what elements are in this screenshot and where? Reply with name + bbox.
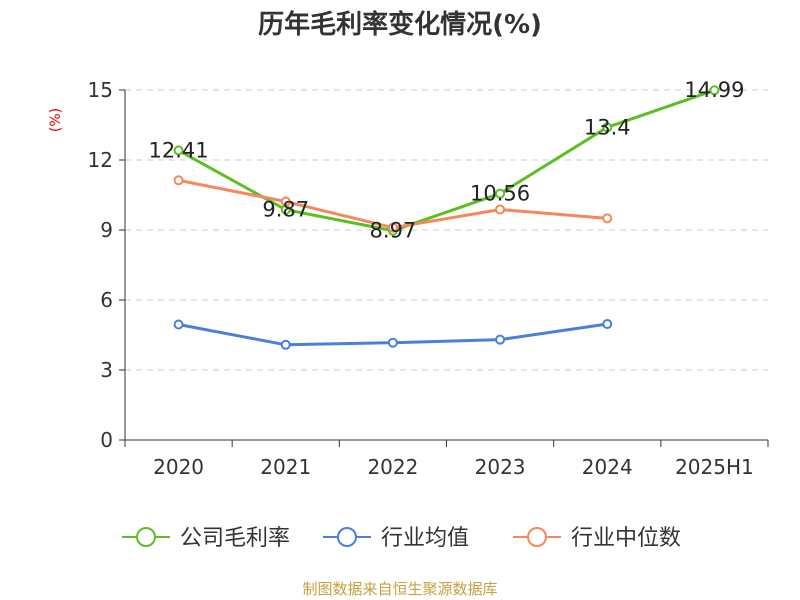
y-tick-label: 9 bbox=[100, 218, 113, 242]
data-label: 9.87 bbox=[262, 198, 309, 222]
y-tick-label: 15 bbox=[88, 78, 113, 102]
legend-marker bbox=[136, 527, 156, 547]
data-point bbox=[602, 319, 613, 330]
y-tick-label: 0 bbox=[100, 428, 113, 452]
x-tick-label: 2022 bbox=[367, 455, 418, 479]
data-point bbox=[387, 337, 398, 348]
y-tick-label: 3 bbox=[100, 358, 113, 382]
legend-marker bbox=[527, 527, 547, 547]
data-point bbox=[495, 188, 506, 199]
series-line-0 bbox=[177, 88, 715, 233]
legend-label: 行业均值 bbox=[381, 526, 469, 551]
data-point bbox=[602, 213, 613, 224]
legend-label: 公司毛利率 bbox=[180, 526, 290, 551]
data-label: 13.4 bbox=[584, 115, 631, 139]
data-label: 12.41 bbox=[149, 138, 209, 162]
data-point bbox=[280, 339, 291, 350]
data-point bbox=[173, 175, 184, 186]
x-tick-label: 2023 bbox=[475, 455, 526, 479]
y-tick-label: 6 bbox=[100, 288, 113, 312]
data-point bbox=[709, 85, 720, 96]
data-label: 14.99 bbox=[684, 78, 744, 102]
x-tick-label: 2021 bbox=[260, 455, 311, 479]
chart-title: 历年毛利率变化情况(%) bbox=[258, 10, 542, 40]
x-tick-label: 2025H1 bbox=[675, 455, 754, 479]
x-tick-label: 2020 bbox=[153, 455, 204, 479]
data-point bbox=[173, 319, 184, 330]
legend-label: 行业中位数 bbox=[571, 526, 681, 551]
data-point bbox=[495, 334, 506, 345]
data-point bbox=[387, 222, 398, 233]
legend-marker bbox=[337, 527, 357, 547]
data-point bbox=[280, 196, 291, 207]
data-label: 8.97 bbox=[370, 219, 417, 243]
y-tick-label: 12 bbox=[88, 148, 113, 172]
data-source-note: 制图数据来自恒生聚源数据库 bbox=[302, 580, 498, 598]
x-tick-label: 2024 bbox=[582, 455, 633, 479]
data-label: 10.56 bbox=[470, 182, 530, 206]
data-point bbox=[173, 145, 184, 156]
data-point bbox=[602, 122, 613, 133]
data-point bbox=[495, 204, 506, 215]
